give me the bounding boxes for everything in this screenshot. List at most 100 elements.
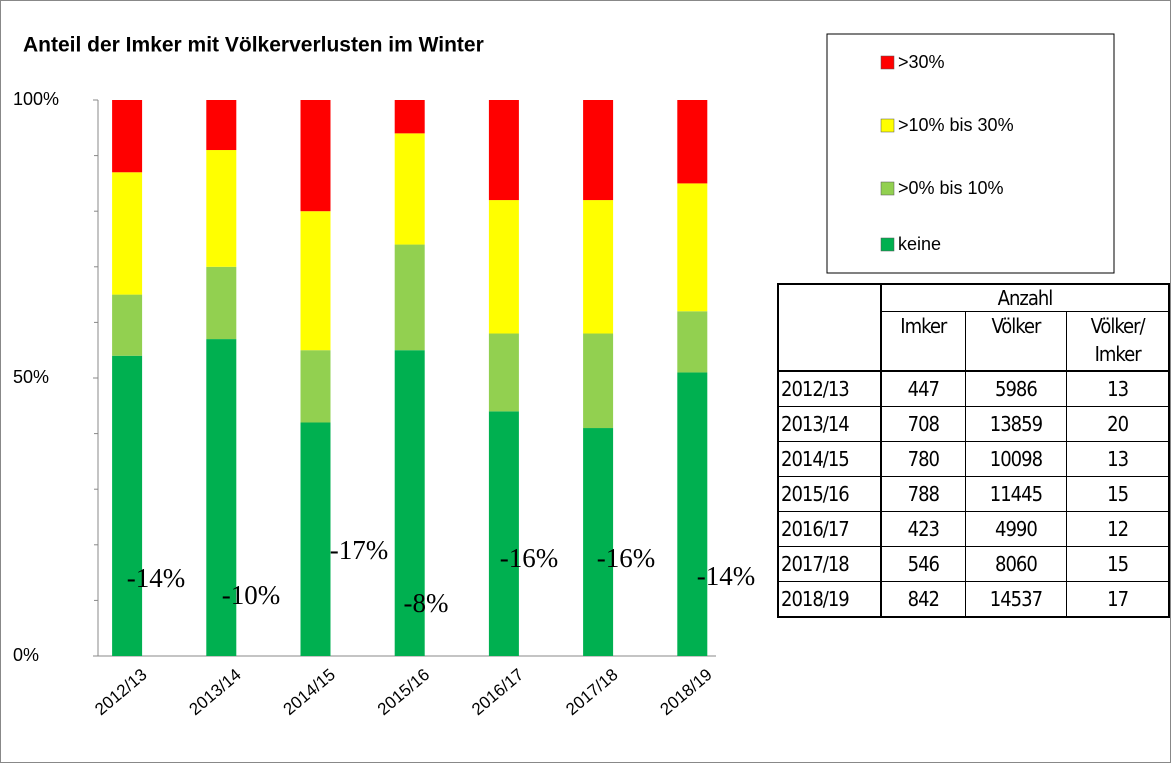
legend-swatch xyxy=(880,181,895,196)
bar-segment xyxy=(112,172,143,295)
table-row: 2018/19 842 14537 17 xyxy=(777,581,1170,618)
table-cell: 2012/13 xyxy=(777,370,882,407)
x-tick-label: 2015/16 xyxy=(374,665,433,719)
table-cell: 20 xyxy=(1066,406,1170,442)
table-cell xyxy=(777,283,882,372)
bar-segment xyxy=(677,311,708,373)
bar-segment xyxy=(112,100,143,173)
legend-label: >30% xyxy=(898,52,945,72)
chart-title: Anteil der Imker mit Völkerverlusten im … xyxy=(23,34,484,57)
table-cell: 2013/14 xyxy=(777,406,882,442)
table-row: 2014/15 780 10098 13 xyxy=(777,441,1170,477)
bar-segment xyxy=(677,183,708,312)
table-cell: Anzahl xyxy=(880,283,1170,312)
bar-segment xyxy=(583,100,614,201)
table-row: Imker Völker Völker/ Imker xyxy=(778,311,1170,372)
bar-segment xyxy=(206,100,237,151)
table-row: Anzahl xyxy=(777,283,1170,372)
table-cell: 12 xyxy=(1066,511,1170,547)
bar-segment xyxy=(677,100,708,184)
bar-segment xyxy=(394,350,425,656)
bar-segment xyxy=(300,422,331,656)
annotation: -16% xyxy=(597,543,655,573)
annotation: -14% xyxy=(697,561,755,591)
legend-swatch xyxy=(880,55,895,70)
bar-segment xyxy=(488,100,519,201)
table-cell: 11445 xyxy=(964,476,1068,512)
table-cell: 13 xyxy=(1066,441,1170,477)
table-row: 2012/13 447 5986 13 xyxy=(777,370,1170,407)
bar-segment xyxy=(583,200,614,334)
table-cell: 546 xyxy=(880,546,966,582)
table-cell: Völker/ Imker xyxy=(1066,311,1170,372)
y-tick-label: 0% xyxy=(13,645,39,665)
annotation: -17% xyxy=(330,535,388,565)
annotation: -10% xyxy=(222,580,280,610)
data-table: Anzahl Imker Völker Völker/ Imker 2012/13 447… xyxy=(777,283,1170,618)
bar-segment xyxy=(583,428,614,656)
y-tick-label: 50% xyxy=(13,367,49,387)
bar-segment xyxy=(206,150,237,267)
table-cell: 17 xyxy=(1066,581,1170,618)
table-cell: 708 xyxy=(880,406,966,442)
table-cell: 14537 xyxy=(964,581,1068,618)
table-row: 2013/14 708 13859 20 xyxy=(777,406,1170,442)
table-cell: 15 xyxy=(1066,546,1170,582)
table-cell: 842 xyxy=(880,581,966,618)
bar-segment xyxy=(112,355,143,656)
bar-segment xyxy=(300,350,331,423)
bar-segment xyxy=(300,100,331,212)
table-cell: 2018/19 xyxy=(777,581,882,618)
annotation: -16% xyxy=(500,543,558,573)
table-cell: 2016/17 xyxy=(777,511,882,547)
bar-segment xyxy=(394,100,425,134)
bar-segment xyxy=(583,333,614,429)
x-tick-label: 2017/18 xyxy=(562,665,621,719)
legend-label: >10% bis 30% xyxy=(898,115,1014,135)
table-cell: 780 xyxy=(880,441,966,477)
bar-segment xyxy=(488,200,519,334)
table-cell: 2015/16 xyxy=(777,476,882,512)
table-cell: 788 xyxy=(880,476,966,512)
legend-swatch xyxy=(880,118,895,133)
annotation: -14% xyxy=(127,563,185,593)
table-row: 2015/16 788 11445 15 xyxy=(777,476,1170,512)
bar-segment xyxy=(112,294,143,356)
table-cell: 5986 xyxy=(964,370,1068,407)
table-cell: 13859 xyxy=(964,406,1068,442)
x-tick-label: 2016/17 xyxy=(468,665,527,719)
table-row: 2017/18 546 8060 15 xyxy=(777,546,1170,582)
legend-box xyxy=(826,33,1115,274)
table-cell: 8060 xyxy=(964,546,1068,582)
bar-segment xyxy=(394,244,425,351)
table-cell: Imker xyxy=(880,311,966,372)
x-tick-label: 2013/14 xyxy=(185,665,244,719)
table-cell: 4990 xyxy=(964,511,1068,547)
bar-segment xyxy=(488,333,519,412)
bar-segment xyxy=(300,211,331,351)
bar-segment xyxy=(488,411,519,656)
table-cell: 10098 xyxy=(964,441,1068,477)
bar-segment xyxy=(206,339,237,656)
annotation: -8% xyxy=(404,588,449,618)
table-row: 2016/17 423 4990 12 xyxy=(777,511,1170,547)
y-tick-label: 100% xyxy=(13,89,59,109)
table-cell: 13 xyxy=(1066,370,1170,407)
table-cell: 423 xyxy=(880,511,966,547)
bar-segment xyxy=(677,372,708,656)
legend-label: >0% bis 10% xyxy=(898,178,1004,198)
legend-label: keine xyxy=(898,234,941,254)
legend-swatch xyxy=(880,237,895,252)
x-tick-label: 2018/19 xyxy=(656,665,715,719)
x-tick-label: 2012/13 xyxy=(91,665,150,719)
table-cell: Völker xyxy=(964,311,1068,372)
table-cell: 15 xyxy=(1066,476,1170,512)
table-cell: 2014/15 xyxy=(777,441,882,477)
x-tick-label: 2014/15 xyxy=(280,665,339,719)
table-cell: 2017/18 xyxy=(777,546,882,582)
table-cell: 447 xyxy=(880,370,966,407)
bar-segment xyxy=(394,133,425,245)
